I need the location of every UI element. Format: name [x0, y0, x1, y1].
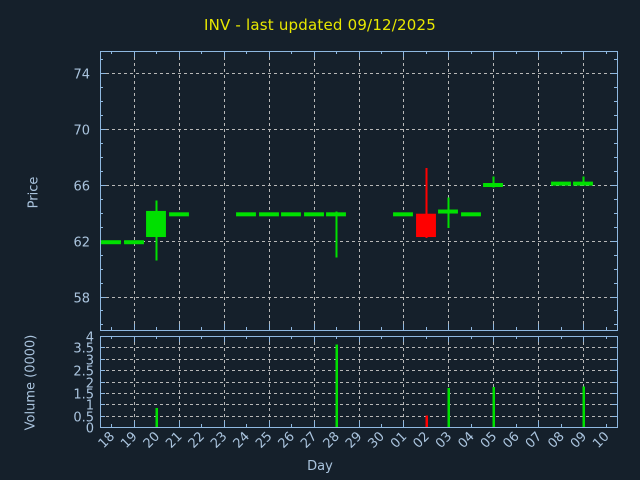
day-tick-label: 20 [141, 429, 163, 451]
price-tick-marks [100, 51, 617, 330]
day-tick-label: 25 [253, 429, 275, 451]
volume-tick-label: 0 [86, 422, 94, 437]
day-tick-label: 24 [231, 429, 253, 451]
day-tick-label: 03 [433, 429, 455, 451]
price-tick-label: 70 [73, 124, 90, 139]
volume-tick-label: 2 [86, 377, 94, 392]
day-tick-label: 23 [208, 429, 230, 451]
day-tick-label: 08 [545, 429, 567, 451]
volume-tick-label: 1 [86, 399, 94, 414]
candle-26 [281, 212, 301, 217]
volume-tick-marks [100, 335, 617, 429]
chart-title: INV - last updated 09/12/2025 [203, 16, 437, 34]
day-tick-label: 06 [500, 429, 522, 451]
price-axis-title: Price [26, 176, 42, 209]
day-tick-label: 05 [478, 429, 500, 451]
candle-21 [169, 212, 189, 217]
price-tick-label: 62 [73, 236, 90, 251]
candle-09 [573, 176, 593, 186]
candle-24 [236, 212, 256, 217]
day-tick-label: 27 [298, 429, 320, 451]
day-tick-label: 07 [523, 429, 545, 451]
candle-28 [326, 211, 346, 258]
volume-tick-label: 2.5 [73, 365, 94, 380]
day-tick-label: 30 [365, 429, 387, 451]
volume-tick-label: 3.5 [73, 342, 94, 357]
day-tick-label: 28 [321, 429, 343, 451]
volume-tick-label: 3 [86, 354, 94, 369]
price-tick-label: 74 [73, 68, 90, 83]
day-tick-label: 09 [568, 429, 590, 451]
day-tick-labels: 18 19 20 21 22 23 24 25 26 27 28 29 30 01 02 03 04 05 06 07… [96, 429, 613, 451]
day-tick-label: 18 [96, 429, 118, 451]
candle-series [101, 168, 593, 261]
price-tick-label: 58 [73, 292, 90, 307]
volume-tick-labels: 00.511.522.533.54 [73, 331, 94, 437]
candle-19 [124, 240, 144, 245]
candle-18 [101, 240, 121, 245]
candle-01 [393, 212, 413, 217]
candle-20 [146, 200, 166, 261]
day-tick-label: 10 [590, 429, 612, 451]
day-tick-label: 21 [163, 429, 185, 451]
candle-25 [259, 212, 279, 217]
volume-axis-title: Volume (0000) [23, 334, 39, 431]
candle-02 [416, 168, 436, 238]
volume-tick-label: 4 [86, 331, 94, 346]
volume-gridlines [100, 336, 617, 427]
day-tick-label: 04 [455, 429, 477, 451]
day-axis-title: Day [307, 459, 333, 474]
price-tick-labels: 58 62 66 70 74 [73, 68, 90, 307]
volume-tick-label: 1.5 [73, 388, 94, 403]
candle-04 [461, 212, 481, 217]
candle-05 [483, 176, 503, 188]
candle-03 [438, 197, 458, 229]
candle-08 [551, 181, 571, 186]
day-tick-label: 29 [343, 429, 365, 451]
price-tick-label: 66 [73, 180, 90, 195]
candle-27 [304, 212, 324, 217]
day-tick-label: 19 [118, 429, 140, 451]
volume-tick-label: 0.5 [73, 411, 94, 426]
day-tick-label: 02 [410, 429, 432, 451]
day-tick-label: 01 [388, 429, 410, 451]
day-tick-label: 22 [186, 429, 208, 451]
price-gridlines [100, 51, 617, 330]
volume-series [155, 344, 585, 427]
day-tick-label: 26 [276, 429, 298, 451]
